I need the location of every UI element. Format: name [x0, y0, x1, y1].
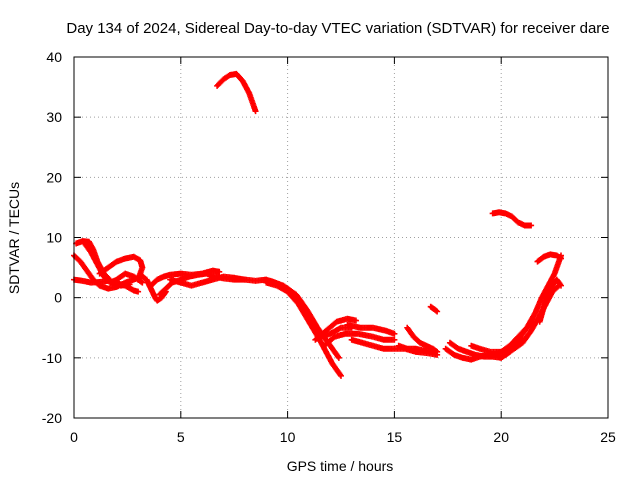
series-arc-r [395, 342, 436, 355]
y-tick-label: 0 [54, 290, 62, 306]
y-axis-label: SDTVAR / TECUs [6, 182, 22, 294]
series-arc-i [167, 273, 248, 289]
series-arc-d [71, 276, 142, 295]
data-points [71, 70, 565, 379]
x-tick-label: 20 [493, 429, 509, 445]
series-arc-j [263, 279, 344, 379]
axis-ticks: 0 5 10 15 20 25 -20 -10 0 10 20 30 40 [42, 49, 616, 445]
data-point [135, 276, 142, 283]
y-tick-label: -20 [42, 410, 62, 426]
series-arc-l [271, 279, 355, 340]
data-point [338, 372, 344, 379]
data-point [391, 336, 398, 343]
series-arc-e [96, 253, 146, 283]
series-arc-n [320, 330, 398, 349]
y-tick-label: 40 [46, 49, 62, 65]
data-point [528, 222, 535, 229]
series-arc-s [427, 303, 441, 315]
series-arc-w [489, 252, 565, 358]
data-point [558, 282, 565, 289]
data-point [434, 308, 441, 315]
y-tick-label: 10 [46, 230, 62, 246]
data-point [241, 276, 248, 283]
grid [74, 57, 608, 418]
data-point [252, 108, 259, 115]
data-point [135, 288, 142, 295]
y-tick-label: 30 [46, 109, 62, 125]
series-arc-m [312, 315, 359, 343]
x-tick-label: 25 [600, 429, 616, 445]
series-arc-mid [489, 209, 535, 229]
series-arc-high [214, 70, 259, 115]
series-arc-p [344, 321, 398, 337]
x-tick-label: 15 [387, 429, 403, 445]
data-point [139, 279, 146, 286]
data-point [429, 348, 436, 355]
y-tick-label: -10 [42, 350, 62, 366]
data-point [433, 307, 440, 314]
x-tick-label: 0 [70, 429, 78, 445]
series-arc-f [143, 276, 169, 304]
series-arc-z [534, 251, 565, 265]
y-tick-label: 20 [46, 169, 62, 185]
x-axis-label: GPS time / hours [287, 458, 394, 474]
data-point [216, 268, 223, 275]
x-tick-label: 10 [280, 429, 296, 445]
data-point [558, 255, 565, 262]
x-tick-label: 5 [177, 429, 185, 445]
data-point [335, 354, 342, 361]
data-point [352, 317, 359, 324]
series-arc-y [536, 276, 565, 325]
chart-title: Day 134 of 2024, Sidereal Day-to-day VTE… [66, 20, 609, 37]
data-point [391, 330, 398, 337]
